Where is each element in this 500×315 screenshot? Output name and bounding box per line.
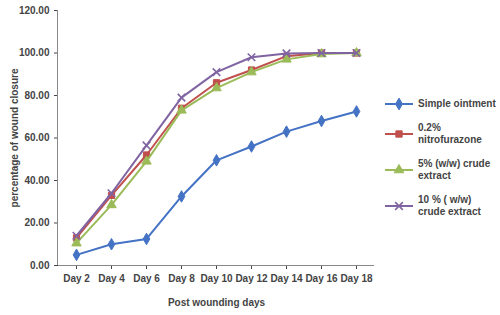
svg-text:Day 6: Day 6 xyxy=(133,273,160,284)
svg-text:Day 18: Day 18 xyxy=(340,273,373,284)
svg-text:20.00: 20.00 xyxy=(24,217,49,228)
svg-text:Day 4: Day 4 xyxy=(98,273,125,284)
svg-text:Day 12: Day 12 xyxy=(235,273,268,284)
svg-text:0.00: 0.00 xyxy=(30,260,50,271)
svg-text:Day 14: Day 14 xyxy=(270,273,303,284)
svg-text:Day 8: Day 8 xyxy=(168,273,195,284)
svg-text:Day 10: Day 10 xyxy=(200,273,233,284)
html-text:0.2% nitrofurazone: 0.2% nitrofurazone xyxy=(418,121,482,145)
svg-text:Post wounding days: Post wounding days xyxy=(168,297,266,308)
svg-text:Day 16: Day 16 xyxy=(305,273,338,284)
html-text:5% (w/w) crude extract: 5% (w/w) crude extract xyxy=(418,157,491,181)
html-text:10 % ( w/w) crude extract: 10 % ( w/w) crude extract xyxy=(418,193,481,217)
svg-text:60.00: 60.00 xyxy=(24,132,49,143)
svg-text:80.00: 80.00 xyxy=(24,90,49,101)
svg-text:120.00: 120.00 xyxy=(19,5,50,16)
svg-text:percentage of wound closure: percentage of wound closure xyxy=(9,68,20,207)
svg-text:Day 2: Day 2 xyxy=(63,273,90,284)
svg-text:100.00: 100.00 xyxy=(19,47,50,58)
html-text:Simple ointment: Simple ointment xyxy=(418,97,496,109)
svg-text:40.00: 40.00 xyxy=(24,175,49,186)
